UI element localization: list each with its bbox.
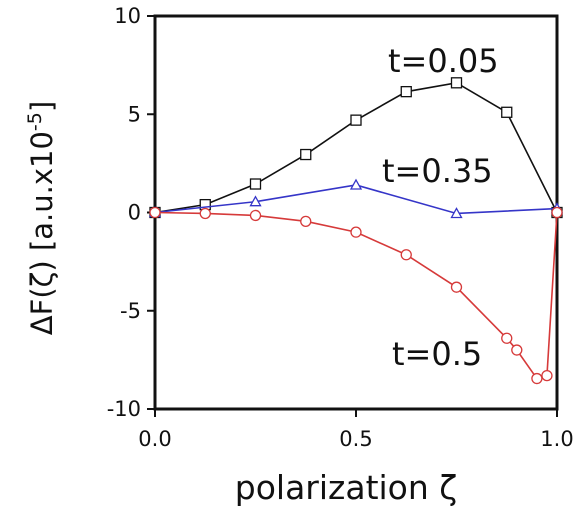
data-point-circle <box>199 207 211 220</box>
x-tick-label: 0.5 <box>339 427 372 451</box>
data-point-circle <box>149 206 161 219</box>
tick-labels: 10 5 0 -5 -10 0.0 0.5 1.0 <box>107 4 574 451</box>
data-point-circle <box>300 215 312 227</box>
data-point-triangle <box>249 195 262 207</box>
plot-area <box>147 14 564 417</box>
data-point-square <box>350 114 362 126</box>
y-tick-label: 0 <box>128 201 141 225</box>
data-point-circle <box>350 226 362 238</box>
data-point-circle <box>551 206 563 219</box>
data-point-circle <box>501 332 513 344</box>
data-point-square <box>450 77 463 89</box>
y-tick-label: -10 <box>107 397 141 421</box>
series-label-t05: t=0.5 <box>392 335 482 373</box>
data-point-circle <box>511 344 523 356</box>
x-axis-title: polarization ζ <box>235 468 457 506</box>
data-point-square <box>249 178 262 190</box>
data-point-circle <box>531 372 543 385</box>
data-point-square <box>501 106 513 118</box>
series-label-t035: t=0.35 <box>382 152 493 190</box>
data-point-triangle <box>450 207 463 219</box>
y-axis-title-close: ] <box>25 101 59 112</box>
x-tick-label: 0.0 <box>138 427 171 451</box>
y-axis-title: ΔF(ζ) [a.u.x10-5] <box>24 101 59 335</box>
y-axis-title-main: ΔF(ζ) [a.u.x10 <box>25 131 59 335</box>
x-tick-label: 1.0 <box>540 427 573 451</box>
series-line-0 <box>154 81 558 214</box>
series-label-t005: t=0.05 <box>388 42 499 80</box>
data-point-circle <box>249 209 262 222</box>
data-point-circle <box>541 369 553 382</box>
data-point-square <box>400 86 412 98</box>
y-tick-label: -5 <box>120 299 141 323</box>
data-point-circle <box>400 249 412 261</box>
data-point-square <box>300 148 312 161</box>
data-point-circle <box>450 281 463 293</box>
y-tick-label: 5 <box>128 102 141 126</box>
data-point-triangle <box>349 178 363 190</box>
y-tick-label: 10 <box>114 4 141 28</box>
y-axis-title-exponent: -5 <box>24 112 46 131</box>
